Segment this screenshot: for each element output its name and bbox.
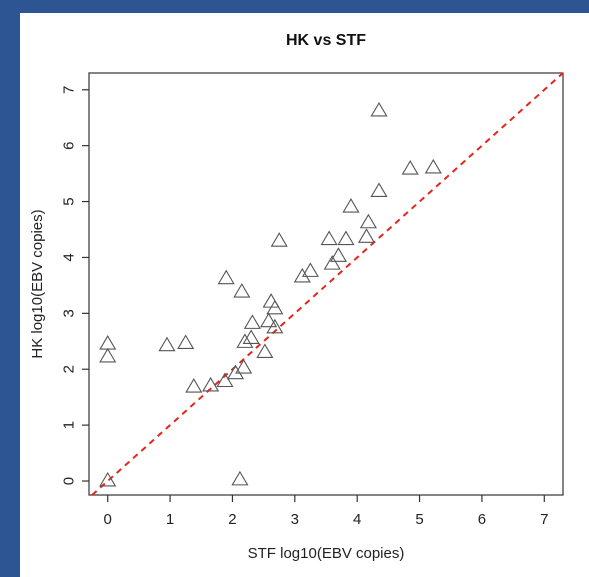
- y-tick-label: 3: [61, 309, 78, 317]
- data-point-triangle: [320, 230, 338, 246]
- x-tick-label: 3: [291, 511, 299, 528]
- x-tick-label: 0: [104, 511, 112, 528]
- data-point-triangle: [359, 213, 377, 229]
- reference-line-y-equals-x: [91, 72, 564, 496]
- y-tick-label: 2: [61, 365, 78, 373]
- data-point-triangle: [99, 334, 117, 350]
- plot-panel: [20, 13, 589, 577]
- y-tick-label: 6: [61, 141, 78, 149]
- data-point-triangle: [216, 372, 234, 388]
- data-point-triangle: [424, 158, 442, 174]
- data-points: [99, 101, 442, 487]
- data-point-triangle: [202, 376, 220, 392]
- data-point-triangle: [99, 347, 117, 363]
- data-point-triangle: [227, 364, 245, 380]
- y-tick-label: 1: [61, 421, 78, 429]
- chart-title: HK vs STF: [286, 32, 366, 49]
- y-tick-label: 0: [61, 477, 78, 485]
- data-point-triangle: [260, 312, 278, 328]
- y-tick-label: 4: [61, 253, 78, 261]
- data-point-triangle: [99, 471, 117, 487]
- x-axis-title: STF log10(EBV copies): [248, 545, 405, 562]
- data-point-triangle: [301, 262, 319, 277]
- data-point-triangle: [323, 255, 341, 270]
- plot-border: [88, 72, 564, 496]
- y-tick-label: 5: [61, 197, 78, 205]
- data-point-triangle: [401, 160, 419, 175]
- data-point-triangle: [293, 267, 311, 283]
- data-point-triangle: [233, 283, 251, 298]
- data-point-triangle: [231, 470, 249, 486]
- x-tick-label: 5: [415, 511, 423, 528]
- x-axis: 0 1 2 3 4 5 6 7: [104, 495, 548, 528]
- data-point-triangle: [177, 334, 195, 350]
- x-tick-label: 1: [166, 511, 174, 528]
- data-point-triangle: [370, 182, 388, 198]
- data-point-triangle: [342, 198, 360, 213]
- data-point-triangle: [329, 247, 348, 262]
- data-point-triangle: [217, 269, 235, 285]
- data-point-triangle: [242, 329, 260, 345]
- y-tick-label: 7: [61, 86, 78, 94]
- data-point-triangle: [266, 299, 284, 315]
- data-point-triangle: [185, 378, 203, 393]
- x-tick-label: 7: [540, 511, 548, 528]
- data-point-triangle: [337, 230, 355, 246]
- x-tick-label: 6: [478, 511, 486, 528]
- data-point-triangle: [256, 343, 274, 358]
- data-point-triangle: [158, 336, 176, 352]
- x-tick-label: 4: [353, 511, 361, 528]
- data-point-triangle: [262, 293, 280, 308]
- data-point-triangle: [370, 101, 388, 117]
- data-point-triangle: [236, 333, 254, 348]
- data-point-triangle: [235, 359, 253, 374]
- data-point-triangle: [243, 314, 261, 329]
- data-point-triangle: [357, 228, 376, 243]
- y-axis-title: HK log10(EBV copies): [29, 209, 46, 358]
- y-axis: 0 1 2 3 4 5 6 7: [61, 86, 89, 485]
- data-point-triangle: [266, 318, 284, 334]
- x-tick-label: 2: [228, 511, 236, 528]
- data-point-triangle: [270, 232, 288, 247]
